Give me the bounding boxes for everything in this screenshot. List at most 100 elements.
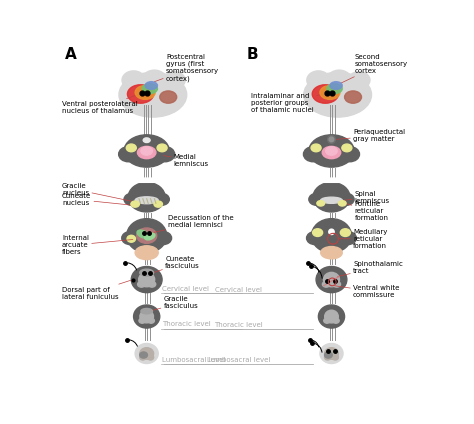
Ellipse shape bbox=[309, 135, 354, 167]
Ellipse shape bbox=[127, 219, 167, 253]
Ellipse shape bbox=[135, 197, 158, 204]
Text: Gracile
fasciculus: Gracile fasciculus bbox=[150, 296, 198, 311]
Text: Internal
arcuate
fibers: Internal arcuate fibers bbox=[62, 235, 133, 255]
Ellipse shape bbox=[160, 91, 177, 103]
Polygon shape bbox=[324, 178, 339, 182]
Ellipse shape bbox=[140, 310, 154, 323]
Ellipse shape bbox=[124, 193, 140, 205]
Ellipse shape bbox=[131, 266, 162, 293]
Ellipse shape bbox=[119, 73, 187, 117]
Text: Periaqueductal
gray matter: Periaqueductal gray matter bbox=[335, 129, 405, 142]
Ellipse shape bbox=[313, 182, 350, 212]
Ellipse shape bbox=[307, 71, 330, 89]
Ellipse shape bbox=[338, 193, 354, 205]
Ellipse shape bbox=[154, 193, 169, 205]
Ellipse shape bbox=[140, 355, 146, 359]
Ellipse shape bbox=[122, 71, 145, 89]
Ellipse shape bbox=[325, 352, 332, 358]
Text: Intralaminar and
posterior groups
of thalamic nuclei: Intralaminar and posterior groups of tha… bbox=[251, 93, 324, 113]
Text: Cuneate
nucleus: Cuneate nucleus bbox=[62, 193, 137, 206]
Ellipse shape bbox=[140, 352, 147, 358]
Ellipse shape bbox=[316, 266, 347, 293]
Ellipse shape bbox=[128, 182, 165, 212]
Ellipse shape bbox=[126, 144, 137, 152]
Text: Thoracic level: Thoracic level bbox=[214, 322, 263, 328]
Ellipse shape bbox=[140, 354, 146, 360]
Ellipse shape bbox=[339, 232, 356, 245]
Ellipse shape bbox=[309, 193, 325, 205]
Text: Medial
lemniscus: Medial lemniscus bbox=[164, 154, 209, 167]
Ellipse shape bbox=[317, 201, 325, 206]
Ellipse shape bbox=[342, 144, 352, 152]
Ellipse shape bbox=[345, 91, 362, 103]
Ellipse shape bbox=[304, 73, 372, 117]
Ellipse shape bbox=[322, 282, 330, 287]
Text: Postcentral
gyrus (first
somatosensory
cortex): Postcentral gyrus (first somatosensory c… bbox=[155, 54, 219, 82]
Ellipse shape bbox=[326, 147, 337, 155]
Text: Spinal
lemniscus: Spinal lemniscus bbox=[344, 191, 390, 204]
Ellipse shape bbox=[137, 230, 148, 238]
Ellipse shape bbox=[340, 147, 359, 162]
Ellipse shape bbox=[148, 318, 155, 323]
Ellipse shape bbox=[140, 269, 154, 276]
Ellipse shape bbox=[139, 272, 155, 287]
Ellipse shape bbox=[131, 201, 139, 207]
Text: Second
somatosensory
cortex: Second somatosensory cortex bbox=[341, 54, 408, 83]
Ellipse shape bbox=[330, 82, 342, 89]
Ellipse shape bbox=[307, 232, 324, 245]
Ellipse shape bbox=[124, 135, 169, 167]
Ellipse shape bbox=[154, 201, 163, 207]
Ellipse shape bbox=[142, 84, 157, 94]
Ellipse shape bbox=[145, 82, 157, 89]
Ellipse shape bbox=[325, 355, 330, 359]
Text: Cervical level: Cervical level bbox=[215, 287, 262, 293]
Ellipse shape bbox=[140, 348, 154, 359]
Text: B: B bbox=[247, 47, 258, 61]
Ellipse shape bbox=[333, 282, 340, 287]
Ellipse shape bbox=[325, 310, 338, 323]
Ellipse shape bbox=[348, 72, 370, 89]
Ellipse shape bbox=[332, 354, 338, 360]
Ellipse shape bbox=[326, 348, 337, 359]
Ellipse shape bbox=[155, 147, 175, 162]
Ellipse shape bbox=[323, 272, 339, 287]
Ellipse shape bbox=[137, 146, 156, 159]
Ellipse shape bbox=[122, 232, 139, 245]
Text: Cervical level: Cervical level bbox=[162, 286, 209, 292]
Text: Spinothalamic
tract: Spinothalamic tract bbox=[337, 261, 403, 276]
Ellipse shape bbox=[313, 229, 323, 237]
Text: Cuneate
fasciculus: Cuneate fasciculus bbox=[151, 256, 200, 273]
Ellipse shape bbox=[324, 318, 330, 323]
Ellipse shape bbox=[157, 144, 167, 152]
Text: Dorsal part of
lateral funiculus: Dorsal part of lateral funiculus bbox=[62, 280, 130, 300]
Ellipse shape bbox=[327, 70, 352, 90]
Polygon shape bbox=[139, 178, 155, 182]
Ellipse shape bbox=[118, 147, 138, 162]
Ellipse shape bbox=[311, 219, 352, 253]
Ellipse shape bbox=[303, 147, 323, 162]
Ellipse shape bbox=[148, 355, 154, 359]
Text: Decussation of the
medial lemnisci: Decussation of the medial lemnisci bbox=[153, 215, 234, 233]
Ellipse shape bbox=[333, 318, 339, 323]
Ellipse shape bbox=[320, 86, 340, 99]
Circle shape bbox=[329, 137, 334, 142]
Ellipse shape bbox=[312, 85, 338, 103]
Ellipse shape bbox=[311, 144, 321, 152]
Text: A: A bbox=[65, 47, 77, 61]
Text: Gracile
nucleus: Gracile nucleus bbox=[62, 183, 134, 202]
Text: Lumbosacral level: Lumbosacral level bbox=[162, 357, 226, 363]
Ellipse shape bbox=[340, 229, 350, 237]
Ellipse shape bbox=[137, 228, 157, 243]
Ellipse shape bbox=[139, 318, 146, 323]
Ellipse shape bbox=[143, 138, 150, 142]
Ellipse shape bbox=[147, 354, 154, 360]
Ellipse shape bbox=[338, 201, 346, 206]
Text: Thoracic level: Thoracic level bbox=[162, 321, 211, 327]
Text: Lumbosacral level: Lumbosacral level bbox=[207, 357, 270, 363]
Ellipse shape bbox=[141, 308, 153, 314]
Ellipse shape bbox=[327, 84, 342, 94]
Circle shape bbox=[328, 136, 335, 143]
Ellipse shape bbox=[135, 86, 155, 99]
Text: Medullary
reticular
formation: Medullary reticular formation bbox=[337, 229, 387, 249]
Ellipse shape bbox=[325, 354, 331, 360]
